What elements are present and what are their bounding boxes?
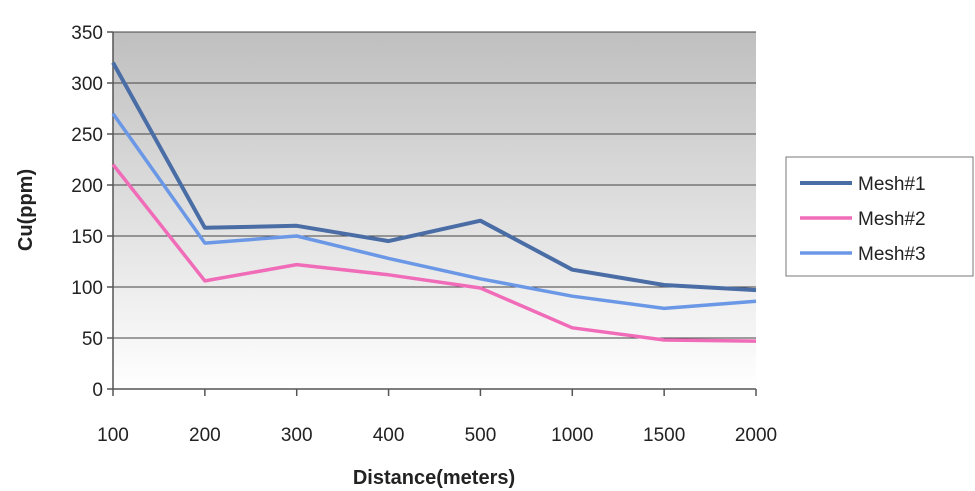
x-axis-ticks: 100 200 300 400 500 1000 1500 2000 — [97, 389, 777, 446]
y-tick-label: 250 — [71, 125, 103, 146]
series-line-3 — [111, 112, 757, 311]
y-tick-label: 0 — [92, 380, 103, 401]
x-tick-label: 1500 — [643, 425, 685, 446]
x-tick-label: 2000 — [735, 425, 777, 446]
legend-label-2: Mesh#2 — [858, 209, 926, 230]
series-lines — [111, 61, 757, 343]
legend-label-3: Mesh#3 — [858, 244, 926, 265]
x-axis-title: Distance(meters) — [353, 467, 515, 489]
x-tick-label: 200 — [189, 425, 221, 446]
series-line-2 — [111, 163, 757, 343]
y-tick-label: 100 — [71, 278, 103, 299]
legend-label-1: Mesh#1 — [858, 174, 926, 195]
gridlines — [113, 31, 756, 339]
y-tick-label: 200 — [71, 176, 103, 197]
y-axis-ticks: 0 50 100 150 200 250 300 350 — [71, 23, 113, 401]
y-tick-label: 150 — [71, 227, 103, 248]
plot-area — [113, 32, 756, 389]
x-tick-label: 500 — [465, 425, 497, 446]
legend: Mesh#1 Mesh#2 Mesh#3 — [785, 156, 974, 277]
x-tick-label: 300 — [281, 425, 313, 446]
y-axis-title: Cu(ppm) — [15, 169, 37, 251]
y-tick-label: 350 — [71, 23, 103, 44]
x-tick-label: 400 — [373, 425, 405, 446]
x-tick-label: 1000 — [551, 425, 593, 446]
y-tick-label: 300 — [71, 74, 103, 95]
y-tick-label: 50 — [82, 329, 103, 350]
series-line-1 — [111, 61, 757, 293]
x-tick-label: 100 — [97, 425, 129, 446]
